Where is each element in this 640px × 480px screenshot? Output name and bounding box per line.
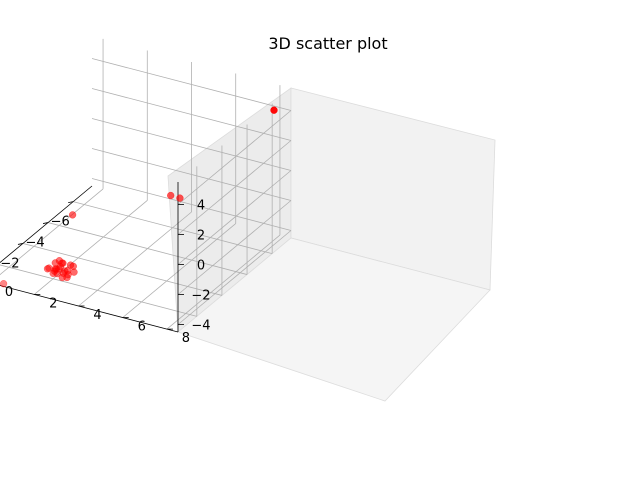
z-gridline-back xyxy=(177,230,292,325)
y-gridline-floor xyxy=(34,200,148,295)
z-gridline-back xyxy=(177,110,292,205)
scatter-point xyxy=(59,269,67,277)
z-gridline-left xyxy=(91,88,292,141)
x-tick-label: −6 xyxy=(51,215,70,230)
z-tick-label: 0 xyxy=(197,259,205,274)
y-gridline-floor xyxy=(78,211,192,307)
x-tick xyxy=(17,243,24,245)
y-tick-label: 6 xyxy=(138,320,146,335)
z-gridline-left xyxy=(91,118,292,171)
x-tick xyxy=(42,222,49,224)
z-tick-label: −2 xyxy=(191,289,210,304)
x-tick-label: −4 xyxy=(25,236,44,251)
scatter-point xyxy=(70,268,78,276)
y-tick-label: 4 xyxy=(93,308,101,323)
x-tick-label: −2 xyxy=(0,256,19,271)
y-gridline-floor xyxy=(0,188,104,276)
scatter-point xyxy=(176,194,184,202)
scatter-point xyxy=(51,265,59,273)
chart-title: 3D scatter plot xyxy=(268,34,387,53)
z-gridline-back xyxy=(177,140,292,235)
scatter-point xyxy=(68,211,77,219)
z-tick-label: 2 xyxy=(197,229,205,244)
y-tick-label: 8 xyxy=(182,331,190,346)
x-tick xyxy=(68,201,74,204)
z-gridline-left xyxy=(91,58,292,111)
z-gridline-back xyxy=(177,170,292,265)
z-tick-label: −4 xyxy=(191,319,210,334)
z-gridline-left xyxy=(91,178,292,231)
z-gridline-left xyxy=(91,148,292,201)
y-tick-label: 0 xyxy=(5,285,13,300)
scatter-point xyxy=(0,280,8,288)
grid-lines xyxy=(0,38,292,330)
z-tick-label: 4 xyxy=(197,199,205,214)
y-tick-label: 2 xyxy=(49,296,57,311)
scatter-point xyxy=(43,265,52,273)
z-gridline-back xyxy=(177,200,292,295)
axes xyxy=(0,182,184,333)
data-points xyxy=(0,106,278,288)
scatter-point xyxy=(167,191,175,200)
floor-pane xyxy=(177,237,491,402)
y-gridline-floor xyxy=(122,223,236,318)
scatter-point xyxy=(270,106,278,114)
y-gridline-floor xyxy=(166,234,281,330)
